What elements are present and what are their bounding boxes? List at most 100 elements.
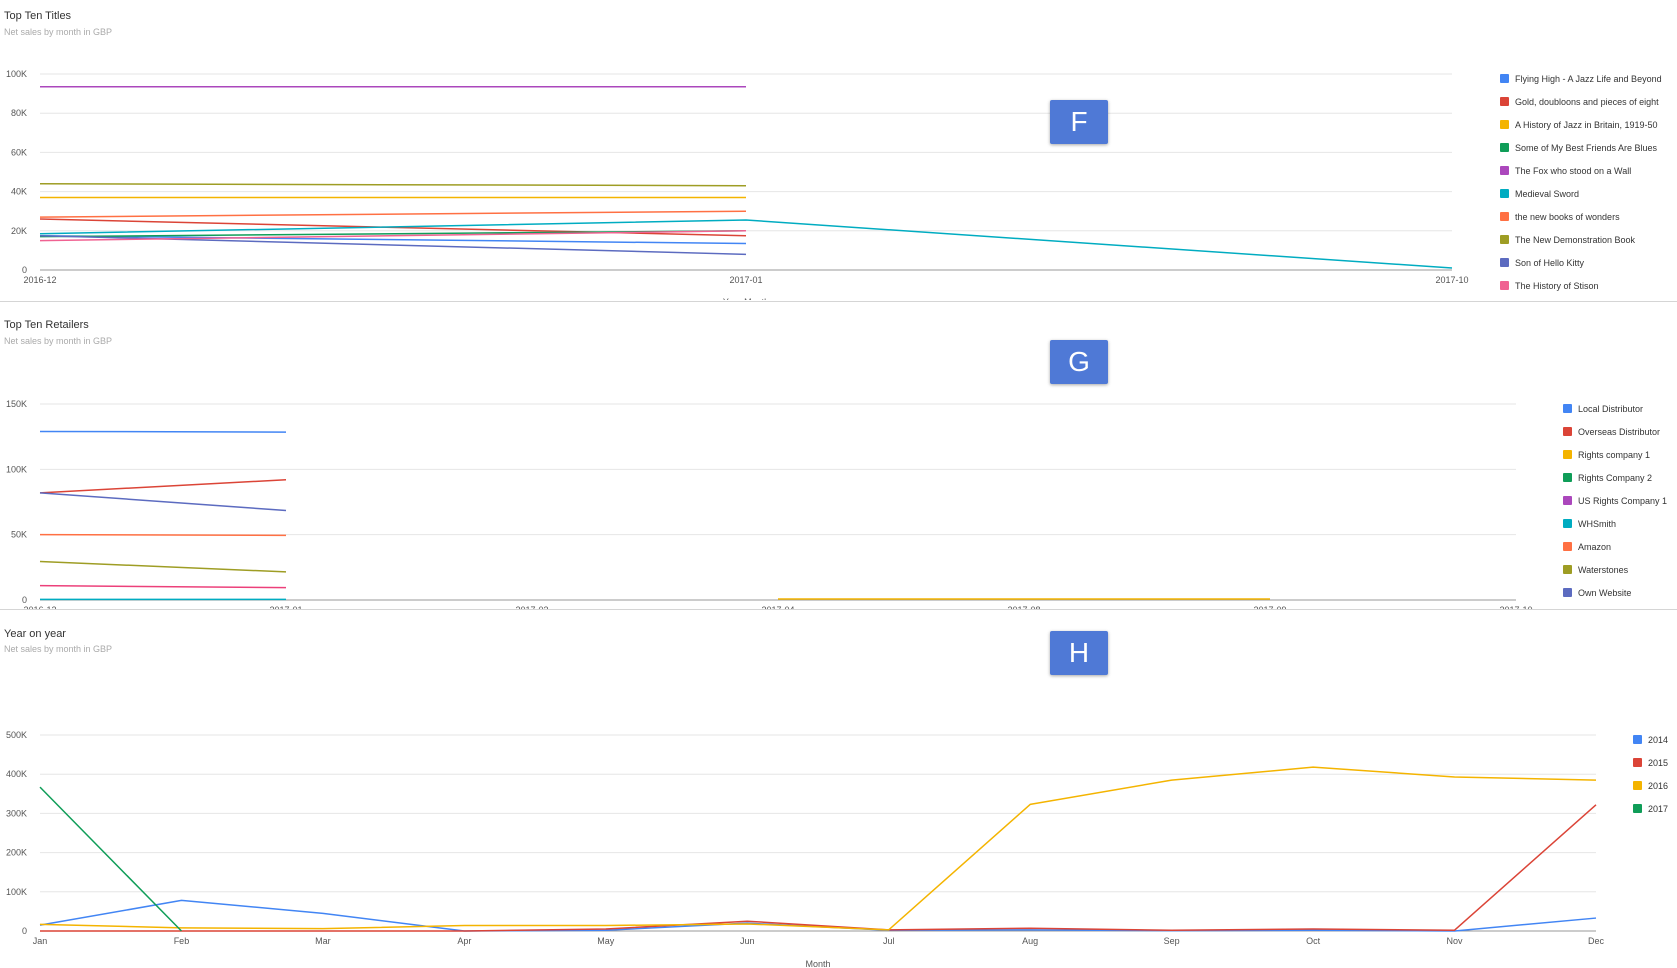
legend-label: Rights Company 2 bbox=[1578, 473, 1652, 483]
legend-label: 2015 bbox=[1648, 758, 1668, 768]
y-tick-label: 0 bbox=[22, 265, 27, 275]
legend-swatch bbox=[1563, 450, 1572, 459]
series-line bbox=[39, 183, 747, 187]
legend-swatch bbox=[1633, 735, 1642, 744]
x-tick-label: Feb bbox=[174, 936, 190, 946]
chart-panel-year-on-year: Year on year Net sales by month in GBP 0… bbox=[0, 618, 1677, 968]
legend-swatch bbox=[1500, 235, 1509, 244]
legend-swatch bbox=[1563, 588, 1572, 597]
legend-label: Rights company 1 bbox=[1578, 450, 1650, 460]
x-tick-label: Jan bbox=[33, 936, 48, 946]
legend-label: WHSmith bbox=[1578, 519, 1616, 529]
legend-swatch bbox=[1633, 781, 1642, 790]
x-tick-label: Aug bbox=[1022, 936, 1038, 946]
legend-swatch bbox=[1563, 542, 1572, 551]
legend-label: Own Website bbox=[1578, 588, 1631, 598]
y-tick-label: 300K bbox=[6, 808, 27, 818]
x-tick-label: 2017-01 bbox=[729, 275, 762, 285]
y-tick-label: 50K bbox=[11, 530, 27, 540]
y-tick-label: 100K bbox=[6, 69, 27, 79]
legend-swatch bbox=[1563, 565, 1572, 574]
legend-label: A History of Jazz in Britain, 1919-50 bbox=[1515, 120, 1658, 130]
legend-label: Waterstones bbox=[1578, 565, 1629, 575]
legend-label: Medieval Sword bbox=[1515, 189, 1579, 199]
x-tick-label: 2016-12 bbox=[23, 605, 56, 609]
legend-label: Gold, doubloons and pieces of eight bbox=[1515, 97, 1659, 107]
chart-panel-top-ten-titles: Top Ten Titles Net sales by month in GBP… bbox=[0, 0, 1677, 300]
legend-swatch bbox=[1500, 258, 1509, 267]
x-tick-label: Nov bbox=[1447, 936, 1464, 946]
legend-swatch bbox=[1563, 519, 1572, 528]
legend-swatch bbox=[1563, 427, 1572, 436]
x-tick-label: 2017-01 bbox=[269, 605, 302, 609]
top-ten-retailers-chart: 0 50K 100K 150K 2016-12 2017-01 2017-03 2017-04… bbox=[6, 399, 1667, 609]
legend-swatch bbox=[1500, 74, 1509, 83]
panel-marker-g: G bbox=[1050, 340, 1108, 384]
legend-label: Some of My Best Friends Are Blues bbox=[1515, 143, 1658, 153]
x-tick-label: Oct bbox=[1306, 936, 1321, 946]
legend-swatch bbox=[1500, 120, 1509, 129]
legend-label: The New Demonstration Book bbox=[1515, 235, 1636, 245]
y-tick-label: 40K bbox=[11, 187, 27, 197]
y-tick-label: 0 bbox=[22, 926, 27, 936]
x-tick-label: 2017-10 bbox=[1499, 605, 1532, 609]
panel-marker-h: H bbox=[1050, 631, 1108, 675]
y-tick-label: 20K bbox=[11, 226, 27, 236]
legend-label: US Rights Company 1 bbox=[1578, 496, 1667, 506]
x-tick-label: Apr bbox=[457, 936, 471, 946]
chart-title: Top Ten Retailers bbox=[4, 319, 89, 331]
legend-swatch bbox=[1500, 281, 1509, 290]
legend-swatch bbox=[1500, 189, 1509, 198]
chart-subtitle: Net sales by month in GBP bbox=[4, 644, 113, 654]
y-tick-label: 100K bbox=[6, 887, 27, 897]
x-tick-label: Jun bbox=[740, 936, 755, 946]
chart-panel-top-ten-retailers: Top Ten Retailers Net sales by month in … bbox=[0, 309, 1677, 609]
legend-label: The Fox who stood on a Wall bbox=[1515, 166, 1631, 176]
legend-swatch bbox=[1563, 473, 1572, 482]
y-tick-label: 150K bbox=[6, 399, 27, 409]
x-tick-label: Dec bbox=[1588, 936, 1605, 946]
series-line bbox=[39, 479, 287, 494]
legend-label: Overseas Distributor bbox=[1578, 427, 1660, 437]
legend-swatch bbox=[1500, 143, 1509, 152]
series-line bbox=[40, 804, 1597, 932]
series-line bbox=[39, 210, 747, 218]
legend-swatch bbox=[1500, 212, 1509, 221]
series-line bbox=[39, 430, 287, 433]
y-tick-label: 0 bbox=[22, 595, 27, 605]
legend-label: Amazon bbox=[1578, 542, 1611, 552]
series-line bbox=[39, 234, 747, 245]
series-line bbox=[39, 766, 1597, 931]
x-tick-label: 2017-09 bbox=[1253, 605, 1286, 609]
panel-divider bbox=[0, 301, 1677, 302]
x-tick-label: May bbox=[597, 936, 615, 946]
legend-swatch bbox=[1500, 97, 1509, 106]
x-tick-label: 2016-12 bbox=[23, 275, 56, 285]
chart-title: Top Ten Titles bbox=[4, 10, 72, 22]
series-line bbox=[39, 786, 182, 932]
x-tick-label: Mar bbox=[315, 936, 331, 946]
top-ten-titles-chart: 0 20K 40K 60K 80K 100K 2016-12 2017-01 2017-10 Ye… bbox=[6, 69, 1662, 300]
legend-swatch bbox=[1563, 496, 1572, 505]
legend-label: Local Distributor bbox=[1578, 404, 1643, 414]
series-line bbox=[39, 584, 287, 589]
y-tick-label: 60K bbox=[11, 147, 27, 157]
x-tick-label: 2017-08 bbox=[1007, 605, 1040, 609]
series-line bbox=[39, 492, 287, 512]
panel-divider bbox=[0, 609, 1677, 610]
legend-swatch bbox=[1563, 404, 1572, 413]
x-tick-label: 2017-04 bbox=[761, 605, 794, 609]
series-line bbox=[39, 230, 747, 242]
x-tick-label: Jul bbox=[883, 936, 895, 946]
x-tick-label: Sep bbox=[1164, 936, 1180, 946]
legend-swatch bbox=[1633, 804, 1642, 813]
legend-label: the new books of wonders bbox=[1515, 212, 1620, 222]
x-tick-label: 2017-03 bbox=[515, 605, 548, 609]
y-tick-label: 200K bbox=[6, 848, 27, 858]
panel-marker-f: F bbox=[1050, 100, 1108, 144]
legend-label: 2016 bbox=[1648, 781, 1668, 791]
chart-subtitle: Net sales by month in GBP bbox=[4, 336, 113, 346]
y-tick-label: 400K bbox=[6, 769, 27, 779]
legend-swatch bbox=[1500, 166, 1509, 175]
x-axis-label: Year-Month bbox=[723, 297, 769, 300]
